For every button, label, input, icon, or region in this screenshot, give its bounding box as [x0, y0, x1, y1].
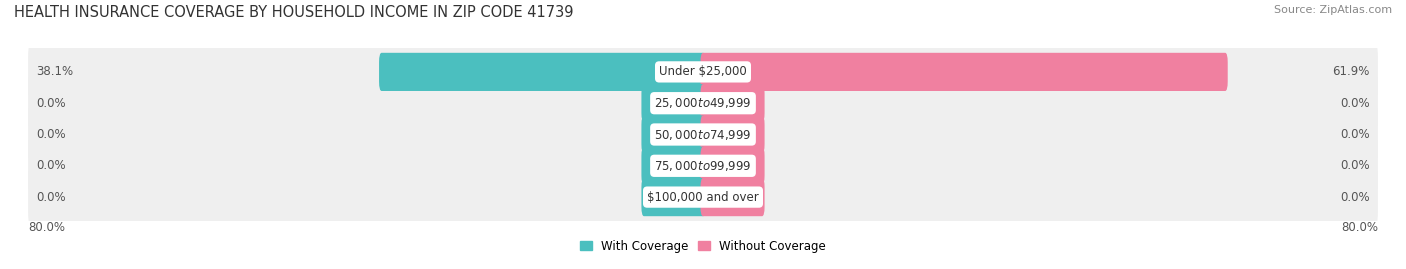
FancyBboxPatch shape: [700, 84, 765, 122]
Text: $75,000 to $99,999: $75,000 to $99,999: [654, 159, 752, 173]
FancyBboxPatch shape: [641, 115, 706, 154]
Text: 80.0%: 80.0%: [1341, 221, 1378, 233]
FancyBboxPatch shape: [641, 147, 706, 185]
Text: Source: ZipAtlas.com: Source: ZipAtlas.com: [1274, 5, 1392, 15]
FancyBboxPatch shape: [641, 84, 706, 122]
Text: $25,000 to $49,999: $25,000 to $49,999: [654, 96, 752, 110]
FancyBboxPatch shape: [700, 178, 765, 216]
Text: 0.0%: 0.0%: [37, 191, 66, 204]
FancyBboxPatch shape: [28, 104, 1378, 165]
FancyBboxPatch shape: [641, 178, 706, 216]
Text: $100,000 and over: $100,000 and over: [647, 191, 759, 204]
Text: HEALTH INSURANCE COVERAGE BY HOUSEHOLD INCOME IN ZIP CODE 41739: HEALTH INSURANCE COVERAGE BY HOUSEHOLD I…: [14, 5, 574, 20]
Legend: With Coverage, Without Coverage: With Coverage, Without Coverage: [579, 240, 827, 253]
Text: 0.0%: 0.0%: [37, 97, 66, 110]
Text: 80.0%: 80.0%: [28, 221, 65, 233]
FancyBboxPatch shape: [28, 72, 1378, 134]
FancyBboxPatch shape: [28, 135, 1378, 197]
Text: 0.0%: 0.0%: [1340, 191, 1369, 204]
Text: $50,000 to $74,999: $50,000 to $74,999: [654, 128, 752, 141]
Text: 0.0%: 0.0%: [1340, 159, 1369, 172]
Text: 0.0%: 0.0%: [1340, 128, 1369, 141]
FancyBboxPatch shape: [700, 115, 765, 154]
Text: 0.0%: 0.0%: [37, 159, 66, 172]
FancyBboxPatch shape: [28, 166, 1378, 228]
FancyBboxPatch shape: [700, 53, 1227, 91]
FancyBboxPatch shape: [700, 147, 765, 185]
FancyBboxPatch shape: [28, 41, 1378, 103]
Text: 0.0%: 0.0%: [1340, 97, 1369, 110]
Text: 61.9%: 61.9%: [1331, 65, 1369, 78]
FancyBboxPatch shape: [380, 53, 706, 91]
Text: Under $25,000: Under $25,000: [659, 65, 747, 78]
Text: 38.1%: 38.1%: [37, 65, 73, 78]
Text: 0.0%: 0.0%: [37, 128, 66, 141]
